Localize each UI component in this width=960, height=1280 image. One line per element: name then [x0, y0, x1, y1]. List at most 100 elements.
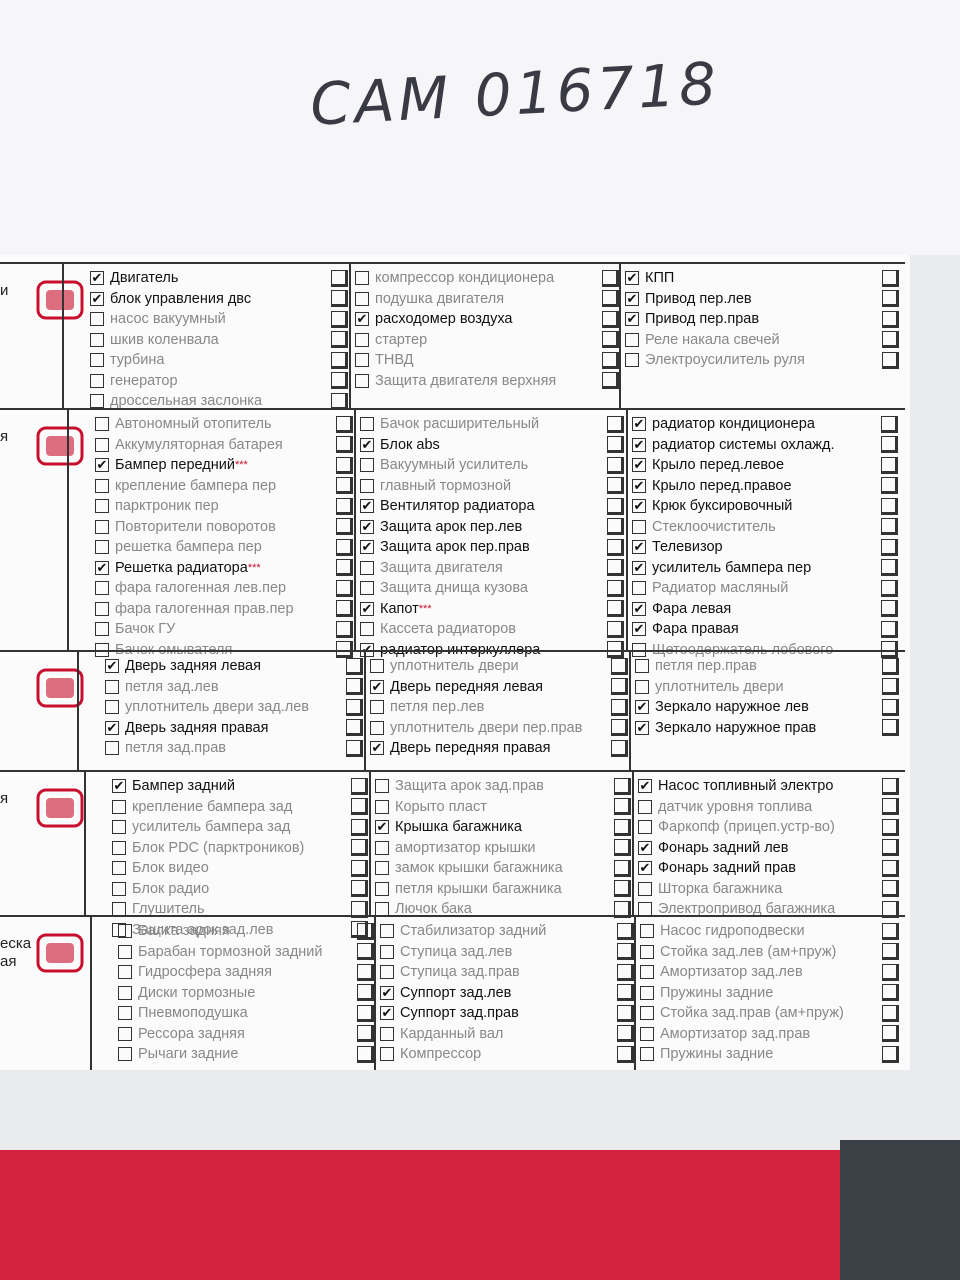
icon-svg — [36, 933, 84, 973]
checklist-item: ✔ Дверь передняя правая — [370, 738, 632, 759]
checkbox — [95, 540, 109, 555]
item-note: *** — [247, 561, 261, 574]
checkbox: ✔ — [632, 498, 646, 514]
right-box — [882, 818, 899, 836]
right-box — [882, 1004, 899, 1022]
right-box — [882, 859, 899, 877]
checklist-item: ✔ Насос топливный электро — [638, 776, 903, 797]
right-box — [607, 579, 624, 597]
right-box — [882, 922, 899, 940]
item-note: *** — [234, 459, 248, 472]
item-text: парктроник пер — [115, 498, 219, 515]
right-box — [882, 657, 899, 675]
icon-fill — [46, 943, 74, 963]
right-box — [336, 538, 353, 556]
divider — [632, 772, 634, 917]
item-text: Фонарь задний лев — [658, 839, 789, 856]
checkbox: ✔ — [90, 270, 104, 286]
checkbox: ✔ — [632, 539, 646, 555]
right-box — [602, 351, 619, 369]
column: Балка задняя Барабан тормозной задний Гидр… — [118, 921, 378, 1065]
right-box — [357, 943, 374, 961]
item-text: Дверь передняя правая — [390, 740, 551, 757]
item-text: Аккумуляторная батарея — [115, 436, 283, 453]
checklist-item: Стойка зад.прав (ам+пруж) — [640, 1003, 903, 1024]
car-icon — [32, 420, 88, 477]
item-text: Защита двигателя верхняя — [375, 372, 557, 389]
item-text: Компрессор — [400, 1046, 482, 1063]
right-box — [346, 719, 363, 737]
checkbox — [375, 881, 389, 896]
right-box — [881, 477, 898, 495]
item-text: Рессора задняя — [138, 1025, 245, 1042]
checklist-item: Автономный отопитель — [95, 414, 357, 435]
item-text: Электроусилитель руля — [645, 352, 805, 369]
checklist-item: Пневмоподушка — [118, 1003, 378, 1024]
section-label: я — [0, 790, 9, 807]
item-text: турбина — [110, 352, 165, 369]
item-text: Зеркало наружное лев — [655, 699, 809, 716]
checklist-item: ✔ Телевизор — [632, 537, 902, 558]
item-text: расходомер воздуха — [375, 311, 513, 328]
checklist-item: Барабан тормозной задний — [118, 942, 378, 963]
right-box — [607, 620, 624, 638]
checkbox — [90, 394, 104, 409]
right-box — [336, 415, 353, 433]
checkbox: ✔ — [380, 1005, 394, 1021]
right-box — [346, 698, 363, 716]
item-text: Дверь передняя левая — [390, 678, 543, 695]
car-icon — [32, 274, 88, 331]
checkbox — [640, 1006, 654, 1021]
right-box — [614, 859, 631, 877]
column: Автономный отопитель Аккумуляторная батар… — [95, 414, 357, 660]
item-text: Блок радио — [132, 880, 210, 897]
icon-body — [36, 426, 84, 466]
item-text: Барабан тормозной задний — [138, 943, 323, 960]
icon-body — [36, 788, 84, 828]
right-box — [881, 497, 898, 515]
item-text: Диски тормозные — [138, 984, 256, 1001]
checkbox: ✔ — [355, 311, 369, 327]
item-text: Дверь задняя левая — [125, 658, 261, 675]
right-box — [331, 269, 348, 287]
item-text: уплотнитель двери — [655, 678, 784, 695]
item-text: Привод пер.лев — [645, 290, 752, 307]
checkbox: ✔ — [635, 699, 649, 715]
item-text: радиатор интеркуллера — [380, 641, 541, 658]
right-box — [357, 1045, 374, 1063]
checklist-item: компрессор кондиционера — [355, 268, 623, 289]
right-box — [881, 579, 898, 597]
column: ✔ Бампер задний крепление бампера зад усили… — [112, 776, 372, 940]
divider — [634, 917, 636, 1070]
checkbox: ✔ — [105, 658, 119, 674]
checklist-item: Стеклоочиститель — [632, 517, 902, 538]
checklist-item: ✔ Крюк буксировочный — [632, 496, 902, 517]
checkbox — [375, 779, 389, 794]
checkbox: ✔ — [95, 457, 109, 473]
item-text: Защита арок зад.лев — [132, 921, 274, 938]
item-text: Шторка багажника — [658, 880, 783, 897]
item-text: Бачок ГУ — [115, 621, 176, 638]
checklist-item: Бачок ГУ — [95, 619, 357, 640]
checklist-item: Повторители поворотов — [95, 517, 357, 538]
item-text: Электропривод багажника — [658, 901, 836, 918]
checkbox — [375, 861, 389, 876]
item-text: Вакуумный усилитель — [380, 457, 529, 474]
item-text: компрессор кондиционера — [375, 270, 555, 287]
checkbox — [640, 944, 654, 959]
item-text: Суппорт зад.прав — [400, 1005, 519, 1022]
checklist-item: ✔ Дверь передняя левая — [370, 677, 632, 698]
item-text: ТНВД — [375, 352, 414, 369]
right-box — [617, 1025, 634, 1043]
checklist-item: ✔ расходомер воздуха — [355, 309, 623, 330]
right-box — [614, 839, 631, 857]
item-text: Реле накала свечей — [645, 331, 780, 348]
checklist-item: уплотнитель двери пер.прав — [370, 718, 632, 739]
checkbox: ✔ — [638, 839, 652, 855]
right-box — [357, 963, 374, 981]
checklist-item: Ступица зад.прав — [380, 962, 638, 983]
right-box — [881, 518, 898, 536]
checkbox — [118, 985, 132, 1000]
checkbox — [90, 353, 104, 368]
checklist-item: Пружины задние — [640, 1044, 903, 1065]
